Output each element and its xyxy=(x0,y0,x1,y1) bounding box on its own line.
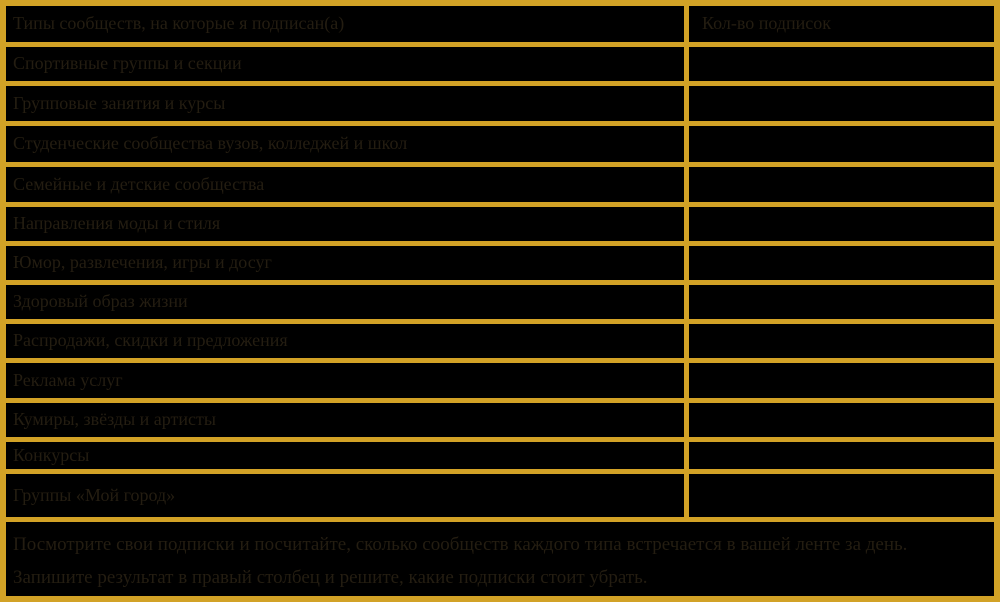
category-label: Групповые занятия и курсы xyxy=(13,92,226,113)
category-cell: Кумиры, звёзды и артисты xyxy=(6,403,689,437)
count-cell-empty xyxy=(689,285,994,319)
table-row: Реклама услуг xyxy=(6,363,994,403)
category-label: Группы «Мой город» xyxy=(13,484,176,505)
table-row: Студенческие сообщества вузов, колледжей… xyxy=(6,126,994,167)
table-row: Спортивные группы и секции xyxy=(6,47,994,86)
count-cell-empty xyxy=(689,47,994,81)
category-cell: Направления моды и стиля xyxy=(6,207,689,241)
category-label: Реклама услуг xyxy=(13,369,123,390)
count-cell-empty xyxy=(689,324,994,358)
table-row: Здоровый образ жизни xyxy=(6,285,994,324)
header-category-label: Типы сообществ, на которые я подписан(а) xyxy=(13,13,345,34)
category-cell: Спортивные группы и секции xyxy=(6,47,689,81)
table-row: Групповые занятия и курсы xyxy=(6,86,994,126)
footer-line-2: Запишите результат в правый столбец и ре… xyxy=(13,567,648,588)
count-cell-empty xyxy=(689,474,994,517)
table-row: Семейные и детские сообщества xyxy=(6,167,994,207)
category-label: Здоровый образ жизни xyxy=(13,291,188,312)
count-cell-empty xyxy=(689,403,994,437)
table-row: Конкурсы xyxy=(6,442,994,474)
table-row: Группы «Мой город» xyxy=(6,474,994,522)
category-label: Семейные и детские сообщества xyxy=(13,173,265,194)
table-row: Юмор, развлечения, игры и досуг xyxy=(6,246,994,285)
count-cell-empty xyxy=(689,363,994,398)
count-cell-empty xyxy=(689,167,994,202)
category-label: Студенческие сообщества вузов, колледжей… xyxy=(13,133,408,154)
category-cell: Реклама услуг xyxy=(6,363,689,398)
header-count-label: Кол-во подписок xyxy=(702,13,831,34)
header-count-cell: Кол-во подписок xyxy=(689,6,994,42)
category-label: Юмор, развлечения, игры и досуг xyxy=(13,252,272,273)
count-cell-empty xyxy=(689,207,994,241)
category-cell: Студенческие сообщества вузов, колледжей… xyxy=(6,126,689,162)
category-cell: Распродажи, скидки и предложения xyxy=(6,324,689,358)
count-cell-empty xyxy=(689,126,994,162)
footer-line-1: Посмотрите свои подписки и посчитайте, с… xyxy=(13,534,908,555)
count-cell-empty xyxy=(689,246,994,280)
table-row: Направления моды и стиля xyxy=(6,207,994,246)
table-row: Кумиры, звёзды и артисты xyxy=(6,403,994,442)
count-cell-empty xyxy=(689,86,994,121)
category-cell: Юмор, развлечения, игры и досуг xyxy=(6,246,689,280)
category-label: Конкурсы xyxy=(13,444,90,465)
header-category-cell: Типы сообществ, на которые я подписан(а) xyxy=(6,6,689,42)
header-row: Типы сообществ, на которые я подписан(а)… xyxy=(6,6,994,47)
category-cell: Здоровый образ жизни xyxy=(6,285,689,319)
category-cell: Группы «Мой город» xyxy=(6,474,689,517)
table-row: Распродажи, скидки и предложения xyxy=(6,324,994,363)
category-label: Направления моды и стиля xyxy=(13,213,221,234)
footer-instructions: Посмотрите свои подписки и посчитайте, с… xyxy=(6,522,994,596)
category-label: Спортивные группы и секции xyxy=(13,53,242,74)
category-cell: Групповые занятия и курсы xyxy=(6,86,689,121)
category-label: Распродажи, скидки и предложения xyxy=(13,330,288,351)
category-cell: Конкурсы xyxy=(6,442,689,469)
category-cell: Семейные и детские сообщества xyxy=(6,167,689,202)
category-label: Кумиры, звёзды и артисты xyxy=(13,409,217,430)
count-cell-empty xyxy=(689,442,994,469)
